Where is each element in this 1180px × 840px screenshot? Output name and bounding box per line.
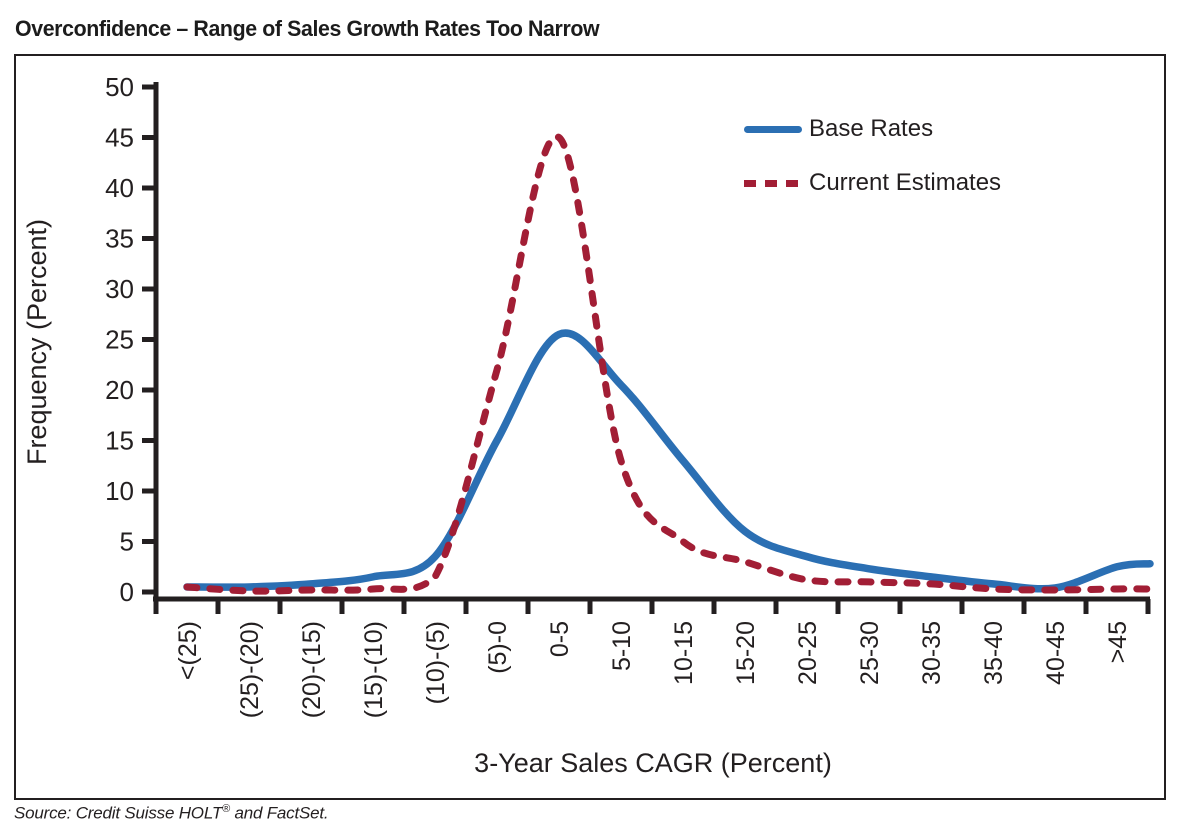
y-tick-label: 5 (120, 527, 134, 557)
series-line-base-rates (183, 329, 1154, 593)
series-line-current-estimates (183, 133, 1154, 595)
legend-label: Current Estimates (809, 169, 1002, 196)
x-tick-label: 30-35 (918, 621, 946, 685)
chart-title: Overconfidence – Range of Sales Growth R… (15, 16, 600, 41)
x-tick-label: (15)-(10) (360, 621, 388, 718)
x-tick-label: 40-45 (1042, 621, 1070, 685)
y-axis-title: Frequency (Percent) (22, 219, 52, 465)
x-tick-label: (25)-(20) (236, 621, 264, 718)
y-tick-label: 35 (105, 224, 134, 254)
base-rates-line-swatch (744, 125, 802, 133)
y-tick-label: 40 (105, 173, 134, 203)
y-tick-label: 10 (105, 476, 134, 506)
x-tick-label: 5-10 (608, 621, 636, 671)
chart-canvas: 0 5 10 15 20 25 30 35 40 45 50 <(25) (25)-(20) (20)-(… (22, 72, 1154, 778)
x-tick-label: 0-5 (546, 621, 574, 657)
x-tick-label: 35-40 (980, 621, 1008, 685)
y-tick-label: 15 (105, 426, 134, 456)
x-tick-label: 20-25 (794, 621, 822, 685)
current-estimates-line-swatch (744, 179, 802, 187)
y-tick-label: 25 (105, 325, 134, 355)
legend-label: Base Rates (809, 115, 934, 142)
y-tick-label: 30 (105, 274, 134, 304)
x-tick-label: >45 (1104, 621, 1132, 663)
x-tick-label: 25-30 (856, 621, 884, 685)
legend-item-base-rates: Base Rates (744, 112, 1001, 146)
y-tick-label: 0 (120, 577, 134, 607)
x-tick-label: 15-20 (732, 621, 760, 685)
x-axis-title: 3-Year Sales CAGR (Percent) (474, 748, 832, 778)
y-tick-label: 50 (105, 72, 134, 102)
x-tick-label: (5)-0 (484, 621, 512, 674)
y-tick-label: 20 (105, 375, 134, 405)
source-text: Source: Credit Suisse HOLT® and FactSet. (14, 803, 329, 823)
legend: Base Rates Current Estimates (744, 112, 1001, 200)
x-tick-label: (10)-(5) (422, 621, 450, 704)
x-tick-label: <(25) (174, 621, 202, 680)
chart-frame: 0 5 10 15 20 25 30 35 40 45 50 <(25) (25)-(20) (20)-(… (14, 54, 1166, 800)
y-tick-label: 45 (105, 123, 134, 153)
legend-item-current-estimates: Current Estimates (744, 166, 1001, 200)
x-tick-label: (20)-(15) (298, 621, 326, 718)
x-tick-label: 10-15 (670, 621, 698, 685)
